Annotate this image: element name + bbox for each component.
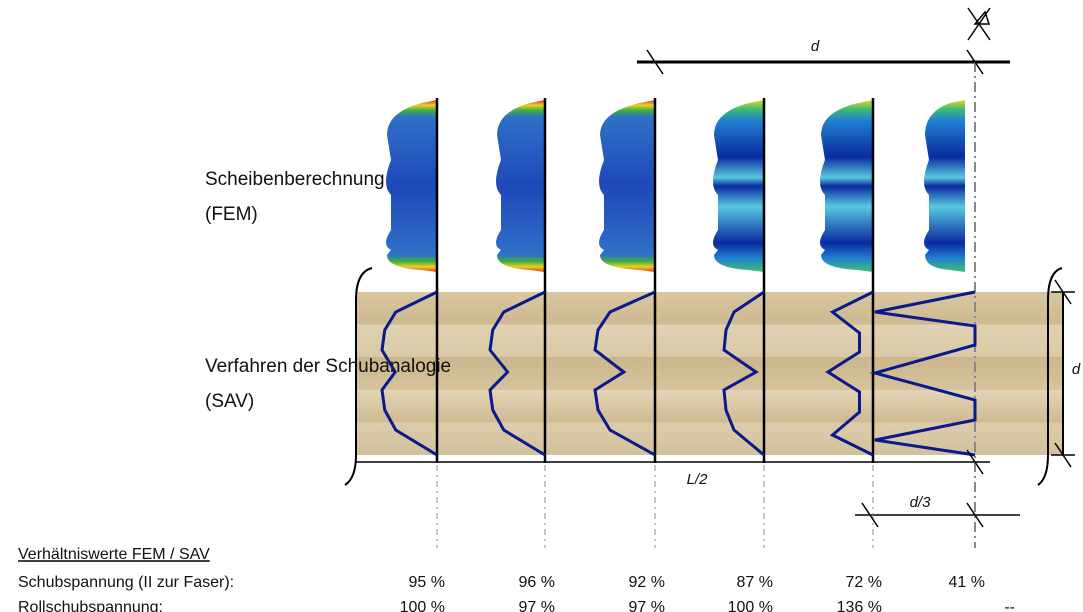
table-cell: 97 % <box>629 599 665 612</box>
table-cell: 92 % <box>629 574 665 591</box>
table-cell: 100 % <box>728 599 773 612</box>
table-cell: -- <box>1004 599 1015 612</box>
table-title: Verhältniswerte FEM / SAV <box>18 546 210 563</box>
label: (FEM) <box>205 204 258 225</box>
dimension-label: d/3 <box>910 494 932 511</box>
row-label: Schubspannung (II zur Faser): <box>18 574 234 591</box>
table-cell: 96 % <box>519 574 555 591</box>
table-cell: 97 % <box>519 599 555 612</box>
wood-panel <box>357 292 1063 455</box>
table-cell: 41 % <box>949 574 985 591</box>
label: Scheibenberechnung <box>205 169 385 190</box>
fem-profile <box>386 100 437 272</box>
table-cell: 87 % <box>737 574 773 591</box>
symmetry-symbol <box>968 8 990 40</box>
row-label: Rollschubspannung: <box>18 599 163 612</box>
dimension-label: d <box>1072 361 1081 378</box>
fem-profile <box>924 100 965 272</box>
dimension-label: L/2 <box>687 471 709 488</box>
fem-profile <box>599 100 655 272</box>
table-cell: 95 % <box>409 574 445 591</box>
fem-profile <box>713 100 764 272</box>
label: (SAV) <box>205 391 254 412</box>
fem-profile <box>496 100 545 272</box>
fem-profile <box>820 100 873 272</box>
table-cell: 72 % <box>846 574 882 591</box>
table-cell: 100 % <box>400 599 445 612</box>
diagram: Scheibenberechnung (FEM) Verfahren der S… <box>0 0 1083 612</box>
label: Verfahren der Schubanalogie <box>205 356 451 377</box>
dimension-label: d <box>811 38 820 55</box>
table-cell: 136 % <box>837 599 882 612</box>
